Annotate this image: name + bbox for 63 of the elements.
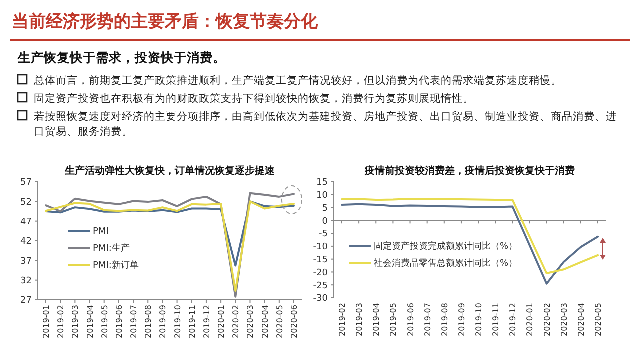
x-tick-label: 2019-11 bbox=[188, 305, 197, 338]
y-tick-label: 37 bbox=[20, 256, 32, 267]
chart-title: 疫情前投资较消费差，疫情后投资恢复快于消费 bbox=[364, 165, 575, 177]
x-tick-label: 2019-08 bbox=[144, 305, 154, 338]
legend-label: 固定资产投资完成额累计同比（%） bbox=[374, 241, 518, 252]
x-tick-label: 2020-04 bbox=[576, 303, 586, 336]
text: 总体而言，前期复工复产政策推进顺利，生产端复工复产情况较好，但以消费为代表的需求端复苏速度稍慢。 bbox=[33, 74, 562, 87]
y-tick-label: 52 bbox=[20, 198, 32, 208]
x-tick-label: 2019-07 bbox=[130, 305, 139, 338]
y-tick-label: -30 bbox=[313, 294, 328, 304]
x-tick-label: 2020-05 bbox=[275, 305, 284, 338]
y-tick-label: 15 bbox=[316, 178, 328, 188]
x-tick-label: 2019-09 bbox=[457, 303, 466, 336]
x-tick-label: 2019-03 bbox=[71, 305, 80, 338]
x-tick-label: 2020-02 bbox=[232, 305, 241, 338]
y-tick-label: 47 bbox=[20, 217, 32, 228]
x-tick-label: 2019-09 bbox=[158, 305, 168, 338]
text: 固定资产投资也在积极有为的财政政策支持下得到较快的恢复，消费行为复苏则展现惰性。 bbox=[34, 92, 474, 105]
x-tick-label: 2019-11 bbox=[492, 303, 501, 336]
y-tick-label: -20 bbox=[313, 268, 328, 278]
x-tick-label: 2019-12 bbox=[202, 305, 212, 338]
y-tick-label: -15 bbox=[313, 255, 328, 266]
x-tick-label: 2019-08 bbox=[440, 303, 450, 336]
y-tick-label: 5 bbox=[322, 204, 328, 214]
y-tick-label: 42 bbox=[20, 237, 32, 248]
legend-label: 社会消费品零售总额累计同比（%） bbox=[374, 258, 518, 270]
x-tick-label: 2019-02 bbox=[338, 303, 347, 336]
text: 生产恢复快于需求，投资快于消费。 bbox=[17, 50, 226, 65]
x-tick-label: 2020-03 bbox=[560, 303, 569, 336]
x-tick-label: 2019-10 bbox=[474, 303, 484, 336]
x-tick-label: 2019-07 bbox=[423, 303, 432, 336]
chart-title: 生产活动弹性大恢复快，订单情况恢复逐步提速 bbox=[64, 165, 276, 177]
x-tick-label: 2019-04 bbox=[86, 305, 95, 338]
legend-label: PMI bbox=[93, 227, 109, 238]
x-tick-label: 2019-05 bbox=[389, 303, 398, 336]
legend-label: PMI:生产 bbox=[93, 243, 130, 254]
x-tick-label: 2019-01 bbox=[42, 305, 51, 338]
x-tick-label: 2020-01 bbox=[526, 303, 535, 336]
text: 若按照恢复速度对经济的主要分项排序，由高到低依次为基建投资、房地产投资、出口贸易、制造业投资、商品消费、进口贸易、服务消费。 bbox=[34, 110, 617, 138]
y-tick-label: 10 bbox=[316, 191, 328, 202]
x-tick-label: 2020-06 bbox=[290, 305, 299, 338]
y-tick-label: 57 bbox=[20, 178, 32, 188]
x-tick-label: 2019-02 bbox=[56, 305, 66, 338]
y-tick-label: 0 bbox=[322, 216, 328, 227]
y-tick-label: -5 bbox=[319, 230, 328, 240]
legend-label: PMI:新订单 bbox=[93, 260, 139, 272]
x-tick-label: 2019-06 bbox=[406, 303, 416, 336]
y-tick-label: -10 bbox=[313, 242, 328, 253]
y-tick-label: -25 bbox=[313, 281, 328, 292]
x-tick-label: 2019-05 bbox=[100, 305, 110, 338]
x-tick-label: 2019-12 bbox=[508, 303, 518, 336]
x-tick-label: 2020-02 bbox=[542, 303, 552, 336]
x-tick-label: 2020-03 bbox=[246, 305, 256, 338]
text: 当前经济形势的主要矛盾：恢复节奏分化 bbox=[12, 12, 319, 32]
x-tick-label: 2019-10 bbox=[173, 305, 182, 338]
x-tick-label: 2019-03 bbox=[355, 303, 364, 336]
x-tick-label: 2019-06 bbox=[114, 305, 124, 338]
y-tick-label: 32 bbox=[20, 276, 32, 286]
x-tick-label: 2020-04 bbox=[260, 305, 270, 338]
x-tick-label: 2020-05 bbox=[594, 303, 603, 336]
x-tick-label: 2019-04 bbox=[372, 303, 382, 336]
x-tick-label: 2020-01 bbox=[217, 305, 226, 338]
y-tick-label: 27 bbox=[20, 296, 32, 306]
